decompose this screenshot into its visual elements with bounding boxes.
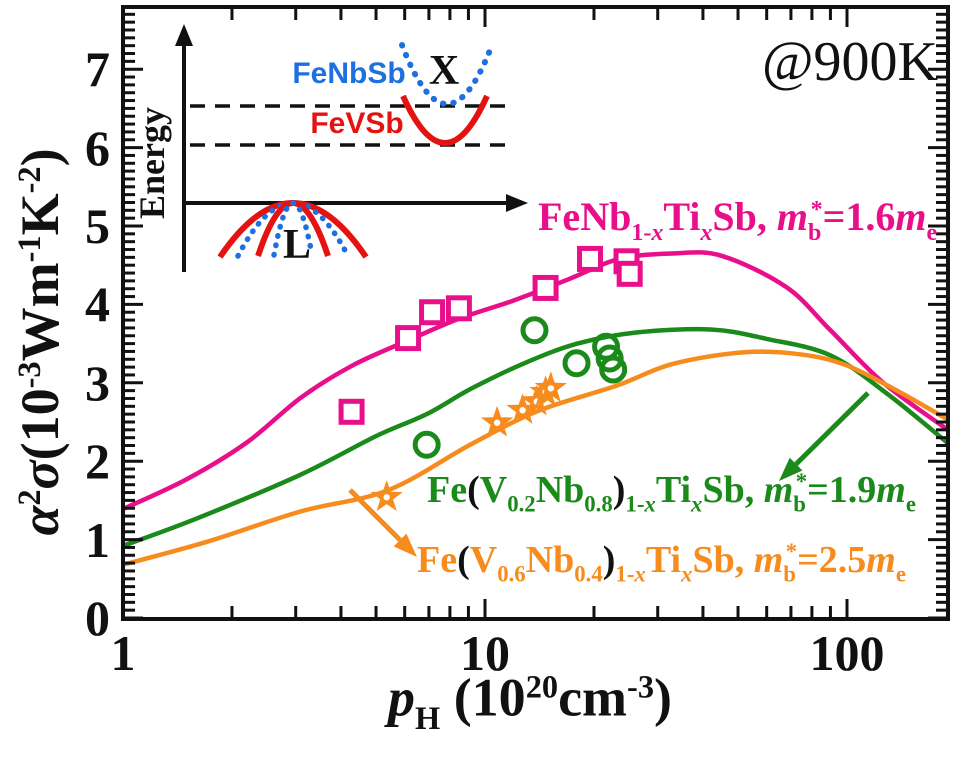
inset-fenbsb-x-band [399,42,495,107]
x-tick-label-10: 10 [460,625,510,681]
marker-star-center-0 [383,494,390,501]
inset-energy-axis-label: Energy [132,107,172,219]
y-tick-label-5: 5 [85,198,110,254]
inset-l-valley-label: L [282,222,312,268]
inset-l-band-blue-inner [271,200,315,258]
y-tick-label-6: 6 [85,119,110,176]
marker-square-3 [445,295,472,322]
orange-arrow-head [393,533,417,557]
axis-ticks [121,9,946,620]
marker-square-0 [338,398,365,425]
inset-fevsb-x-band [400,94,490,146]
marker-circle-1 [520,316,549,345]
inset-fenbsb-label: FeNbSb [292,57,406,90]
inset-k-axis-arrowhead [506,194,528,212]
inset-x-valley-label: X [428,48,460,94]
inset-fevsb-label: FeVSb [310,107,404,140]
x-tick-label-100: 100 [809,625,885,681]
green-arrow-line [794,391,870,466]
y-tick-label-1: 1 [85,511,110,568]
x-tick-label-1: 1 [110,625,136,681]
series-label-fev06nb04tisb: Fe(V0.6Nb0.4)1-xTixSb, mb*=2.5me [417,539,906,587]
series-label-fenbtisb: FeNb1-xTixSb, mb*=1.6me [538,194,938,247]
series-label-fev02nb08tisb: Fe(V0.2Nb0.8)1-xTixSb, mb*=1.9me [427,469,916,517]
y-tick-label-3: 3 [85,354,110,411]
marker-circle-5 [599,355,628,384]
orange-arrow-line [348,488,402,542]
data-markers [338,245,643,511]
curve-orange [123,349,948,567]
marker-star-center-2 [519,407,526,414]
marker-square-1 [395,325,422,352]
y-tick-label-4: 4 [85,276,110,333]
marker-square-5 [576,245,603,272]
marker-circle-0 [412,430,441,459]
marker-square-4 [532,274,559,301]
x-axis-title: pH (1020cm-3) [388,667,672,738]
plot-frame [121,5,950,621]
y-tick-label-7: 7 [85,41,110,98]
marker-square-7 [616,260,643,287]
band-structure-inset [175,24,528,272]
y-tick-label-2: 2 [85,433,110,490]
inset-energy-axis-arrowhead [175,24,193,46]
green-arrow-head [779,457,803,481]
marker-circle-2 [562,349,591,378]
curve-green [123,326,948,548]
y-tick-label-0: 0 [85,590,110,646]
marker-star-center-5 [547,385,555,392]
marker-square-2 [419,299,446,326]
frame-rect [121,5,950,621]
marker-star-center-1 [493,419,501,426]
inset-l-band-blue-outer [235,200,351,259]
temperature-annotation: @900K [761,31,938,93]
annotation-arrows [348,391,870,557]
